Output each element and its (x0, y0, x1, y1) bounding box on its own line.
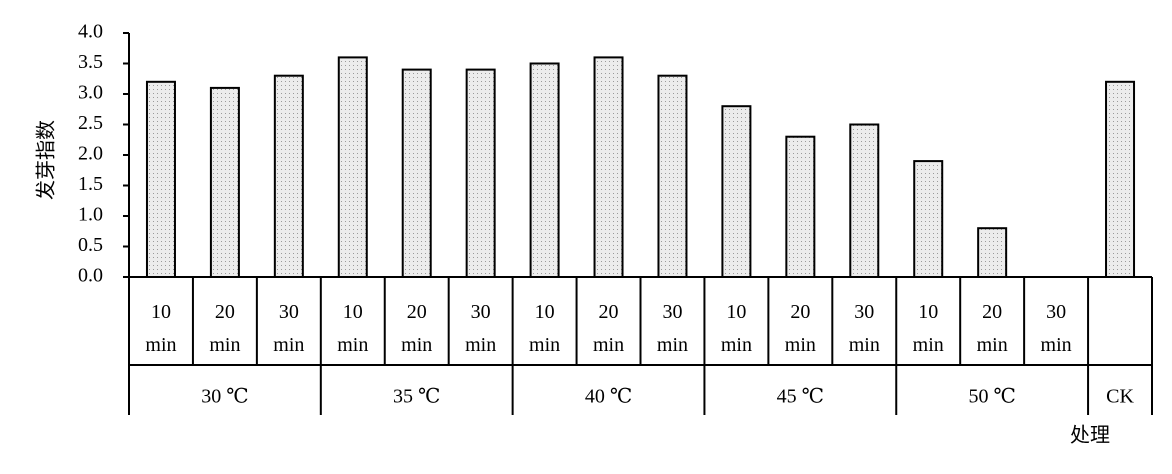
x-tick-label: 30 min (1041, 301, 1072, 356)
x-axis-label: 处理 (1070, 424, 1110, 447)
bar (529, 62, 560, 278)
y-tick-label: 2.0 (78, 143, 103, 165)
group-label: 30 ℃ (201, 386, 248, 408)
x-tick-label: 10 min (337, 301, 368, 356)
group-label: 45 ℃ (777, 386, 824, 408)
bar (337, 56, 368, 279)
group-label: 50 ℃ (968, 386, 1015, 408)
x-tick-label: 30 min (657, 301, 688, 356)
x-tick-label: 20 min (593, 301, 624, 356)
bar (593, 56, 624, 279)
bar (273, 74, 304, 278)
group-label: 35 ℃ (393, 386, 440, 408)
y-tick-label: 1.5 (78, 173, 103, 195)
bar (977, 227, 1008, 278)
bar (465, 68, 496, 278)
bar (401, 68, 432, 278)
y-tick-label: 0.5 (78, 234, 103, 256)
x-tick-label: 10 min (913, 301, 944, 356)
bar (145, 80, 176, 278)
bar (849, 123, 880, 278)
bar (785, 135, 816, 278)
group-label: 40 ℃ (585, 386, 632, 408)
bar (657, 74, 688, 278)
group-label: CK (1106, 386, 1134, 408)
x-tick-label: 30 min (273, 301, 304, 356)
y-tick-label: 0.0 (78, 265, 103, 287)
y-tick-label: 2.5 (78, 112, 103, 134)
y-tick-label: 1.0 (78, 204, 103, 226)
bar (913, 160, 944, 279)
bar (721, 105, 752, 278)
x-tick-label: 20 min (209, 301, 240, 356)
x-tick-label: 20 min (401, 301, 432, 356)
bar (209, 86, 240, 279)
x-tick-label: 20 min (785, 301, 816, 356)
y-tick-label: 3.0 (78, 82, 103, 104)
x-tick-label: 20 min (977, 301, 1008, 356)
y-axis-label: 发芽指数 (35, 120, 58, 200)
x-tick-label: 30 min (465, 301, 496, 356)
x-tick-label: 10 min (145, 301, 176, 356)
y-tick-label: 3.5 (78, 51, 103, 73)
x-tick-label: 10 min (721, 301, 752, 356)
y-tick-label: 4.0 (78, 21, 103, 43)
bar (1105, 80, 1136, 278)
x-tick-label: 10 min (529, 301, 560, 356)
x-tick-label: 30 min (849, 301, 880, 356)
